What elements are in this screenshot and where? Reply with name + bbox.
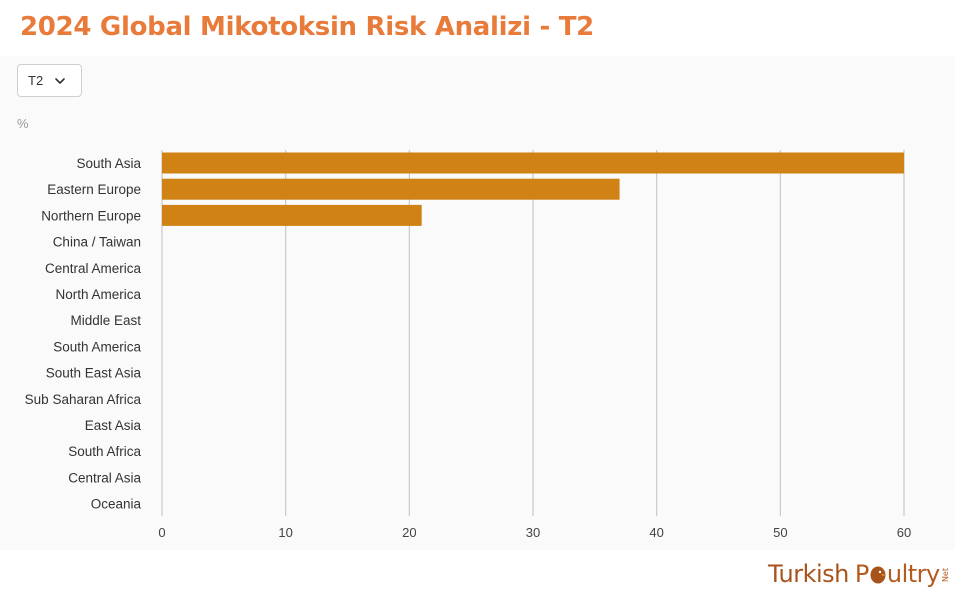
category-label-7: South America: [53, 339, 141, 354]
category-label-0: South Asia: [76, 156, 141, 171]
category-label-8: South East Asia: [46, 366, 142, 381]
category-label-2: Northern Europe: [41, 208, 141, 223]
chevron-down-icon: [55, 77, 65, 84]
x-tick-label-0: 0: [158, 525, 165, 540]
category-label-5: North America: [55, 287, 141, 302]
bar-0: [162, 152, 904, 174]
category-label-6: Middle East: [70, 313, 141, 328]
category-label-1: Eastern Europe: [47, 182, 141, 197]
category-label-10: East Asia: [85, 418, 142, 433]
bar-2: [162, 204, 422, 226]
x-tick-label-6: 60: [897, 525, 911, 540]
category-label-11: South Africa: [68, 444, 141, 459]
dropdown-selected-value: T2: [28, 73, 44, 88]
chart-panel: [0, 56, 955, 550]
bar-1: [162, 178, 620, 200]
page-title: 2024 Global Mikotoksin Risk Analizi - T2: [20, 12, 594, 42]
x-tick-label-5: 50: [773, 525, 787, 540]
unit-label: %: [17, 116, 29, 131]
category-label-4: Central America: [45, 261, 142, 276]
category-label-9: Sub Saharan Africa: [25, 392, 142, 407]
category-label-3: China / Taiwan: [53, 235, 141, 250]
metric-dropdown[interactable]: T2: [17, 64, 82, 97]
category-label-13: Oceania: [91, 497, 142, 512]
x-tick-label-1: 10: [278, 525, 292, 540]
x-tick-label-2: 20: [402, 525, 416, 540]
category-label-12: Central Asia: [68, 470, 141, 485]
x-tick-label-3: 30: [526, 525, 540, 540]
chick-icon: [870, 566, 886, 584]
x-tick-label-4: 40: [649, 525, 663, 540]
